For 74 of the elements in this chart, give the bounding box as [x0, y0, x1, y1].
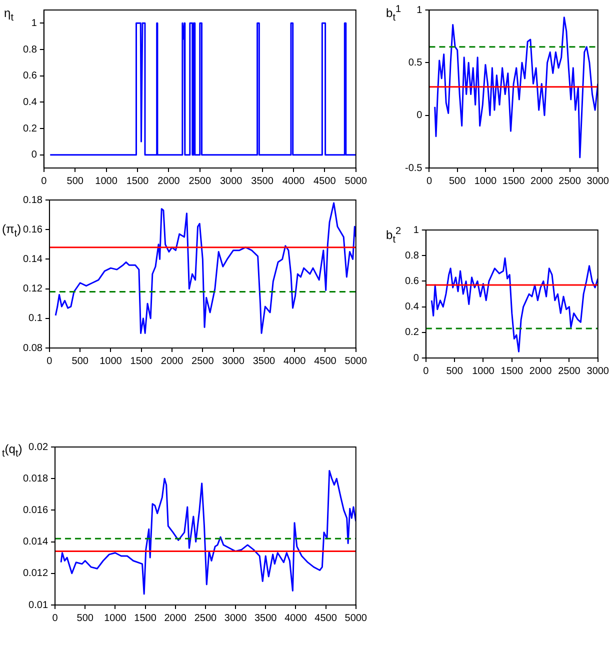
y-tick-label: 0.1: [28, 313, 43, 324]
y-tick-label: 0.2: [404, 327, 420, 338]
y-tick-label: 0.016: [22, 504, 48, 516]
y-axis-title: (π$_{t}$): [2, 222, 22, 240]
y-tick-label: 0.08: [22, 342, 43, 354]
x-tick-label: 2500: [558, 176, 582, 187]
x-tick-label: 0: [52, 612, 58, 624]
x-tick-label: 2500: [188, 176, 212, 187]
x-tick-label: 1000: [100, 356, 122, 367]
x-tick-label: 1000: [474, 176, 498, 187]
x-tick-label: 3000: [222, 356, 245, 367]
y-tick-label: 0.012: [22, 568, 48, 580]
x-tick-label: 1500: [134, 612, 157, 624]
y-tick-label: 0.02: [28, 442, 48, 453]
x-tick-label: 2500: [192, 356, 214, 367]
x-tick-label: 2000: [530, 176, 554, 187]
x-tick-label: 500: [72, 356, 89, 367]
x-tick-label: 4500: [314, 176, 336, 187]
x-tick-label: 1000: [95, 176, 118, 187]
y-tick-label: 0.01: [28, 600, 48, 611]
y-tick-label: 0.4: [404, 302, 420, 313]
x-tick-label: 5000: [344, 356, 368, 367]
y-tick-label: 0.014: [22, 536, 48, 548]
x-tick-label: 1000: [472, 366, 495, 377]
y-tick-label: 0.16: [22, 224, 43, 236]
x-tick-label: 3500: [251, 176, 274, 187]
x-tick-label: 2000: [160, 356, 184, 367]
x-tick-label: 3000: [224, 612, 248, 624]
y-tick-label: 0: [416, 110, 423, 122]
x-tick-label: 1500: [500, 366, 524, 377]
x-tick-label: 1000: [104, 612, 127, 624]
x-tick-label: 500: [446, 366, 464, 377]
x-tick-label: 1500: [502, 176, 526, 187]
y-axis-title: η$_{t}$: [4, 6, 14, 24]
x-tick-label: 4000: [283, 356, 306, 367]
x-tick-label: 2000: [529, 366, 552, 377]
x-tick-label: 3500: [252, 356, 276, 367]
x-tick-label: 5000: [344, 176, 368, 187]
x-tick-label: 5000: [344, 612, 368, 624]
y-tick-label: 0.18: [22, 194, 43, 206]
y-tick-label: 0.8: [22, 44, 38, 56]
y-tick-label: 0.2: [22, 123, 38, 134]
y-tick-label: 1: [413, 224, 420, 236]
y-tick-label: 0.6: [22, 70, 38, 82]
y-tick-label: 0.4: [22, 96, 38, 108]
y-tick-label: 0.6: [404, 276, 420, 287]
x-tick-label: 2500: [194, 612, 218, 624]
y-tick-label: 0.14: [22, 254, 43, 265]
y-tick-label: 0.8: [404, 250, 420, 262]
x-tick-label: 500: [448, 176, 466, 187]
y-axis-title: $_{t}$(q$_{t}$): [2, 442, 22, 460]
y-tick-label: -0.5: [404, 162, 423, 174]
x-tick-label: 3500: [254, 612, 278, 624]
y-tick-label: 0.5: [408, 57, 423, 68]
x-tick-label: 2000: [164, 612, 187, 624]
x-tick-label: 2000: [158, 176, 180, 187]
x-tick-label: 500: [66, 176, 84, 187]
x-tick-label: 4500: [314, 356, 337, 367]
x-tick-label: 3000: [586, 176, 610, 187]
x-tick-label: 2500: [558, 366, 581, 377]
x-tick-label: 500: [76, 612, 94, 624]
x-tick-label: 4000: [282, 176, 306, 187]
x-tick-label: 1500: [126, 176, 150, 187]
x-tick-label: 3000: [586, 366, 610, 377]
y-tick-label: 0: [31, 150, 38, 161]
y-tick-label: 1: [416, 4, 423, 16]
x-tick-label: 0: [426, 176, 432, 187]
x-tick-label: 1500: [130, 356, 153, 367]
x-tick-label: 4000: [284, 612, 308, 624]
x-tick-label: 3000: [220, 176, 243, 187]
y-tick-label: 0.12: [22, 284, 43, 295]
x-tick-label: 4500: [314, 612, 338, 624]
y-tick-label: 1: [31, 18, 38, 29]
y-tick-label: 0.018: [22, 473, 48, 484]
